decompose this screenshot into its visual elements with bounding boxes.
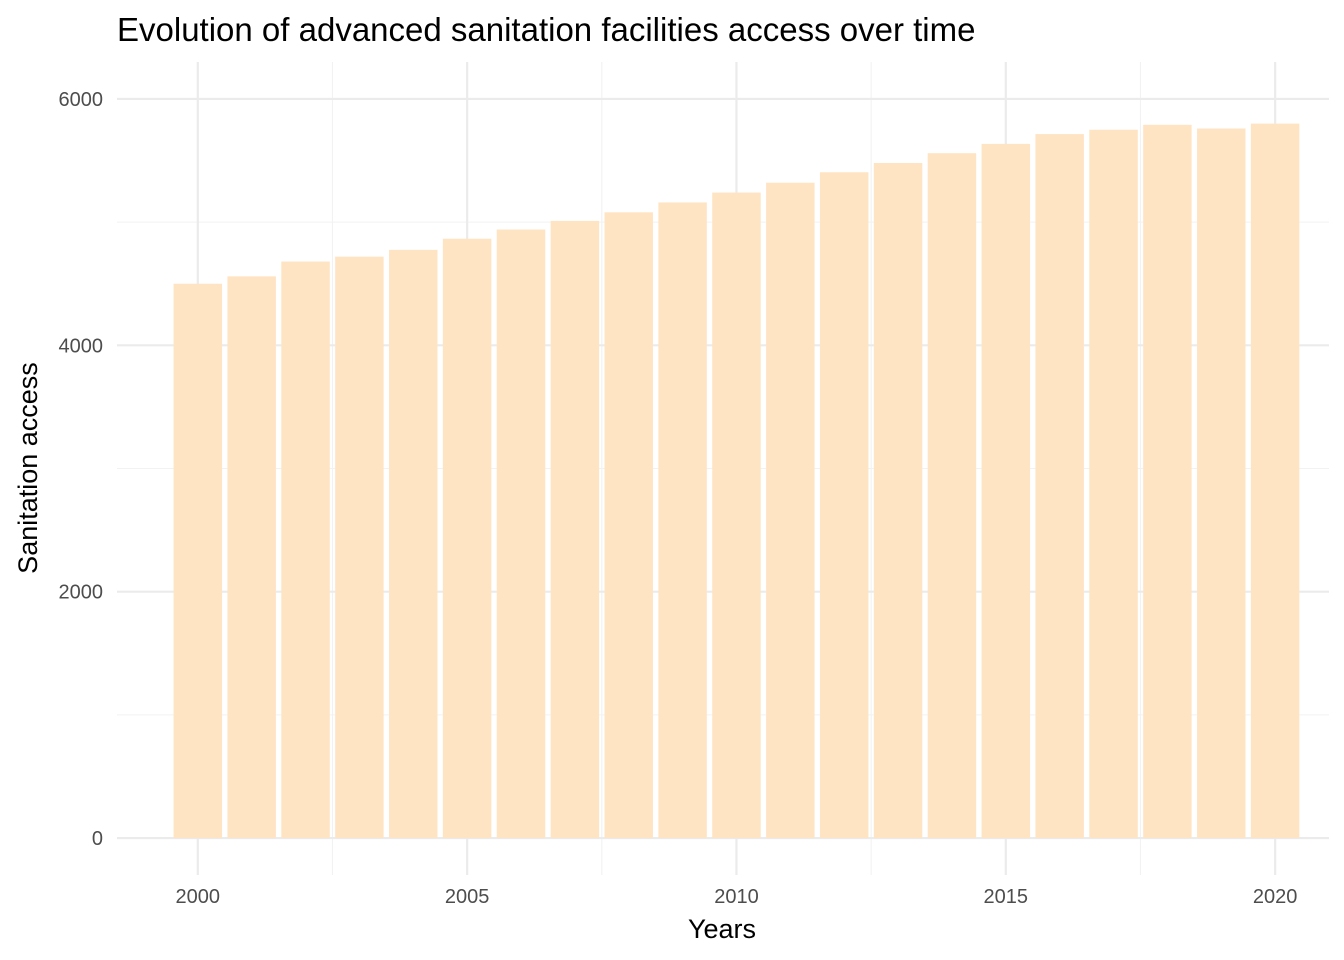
bars [173,123,1300,839]
x-tick-label: 2010 [714,886,759,908]
bar-2011 [766,182,815,839]
y-tick-labels: 0 2000 4000 6000 [59,89,104,850]
bar-2009 [658,202,707,839]
bar-2008 [604,212,653,839]
bar-2015 [981,143,1031,839]
bar-2005 [442,238,492,839]
bar-2017 [1089,129,1138,839]
y-tick-label: 6000 [59,89,104,111]
y-tick-label: 2000 [59,582,104,604]
bar-2012 [819,172,869,839]
bar-2003 [335,256,384,839]
bar-2004 [389,249,438,839]
x-tick-label: 2020 [1253,886,1298,908]
bar-2002 [281,261,330,839]
bar-2018 [1143,124,1192,839]
bar-2000 [173,283,223,839]
x-tick-label: 2000 [176,886,221,908]
x-axis-title: Years [688,914,756,944]
bar-2019 [1197,128,1246,839]
bar-2010 [712,192,761,839]
x-tick-label: 2005 [445,886,490,908]
bar-2014 [927,153,977,839]
chart-title: Evolution of advanced sanitation facilit… [117,11,975,48]
bar-2001 [227,276,276,839]
bar-2020 [1250,123,1300,839]
y-axis-title: Sanitation access [13,362,43,574]
x-tick-labels: 2000 2005 2010 2015 2020 [176,886,1298,908]
bar-2006 [496,229,546,839]
y-tick-label: 4000 [59,335,104,357]
x-tick-label: 2015 [984,886,1029,908]
bar-2013 [873,163,923,839]
bar-2016 [1035,134,1084,839]
y-tick-label: 0 [92,828,103,850]
bar-2007 [550,220,600,839]
